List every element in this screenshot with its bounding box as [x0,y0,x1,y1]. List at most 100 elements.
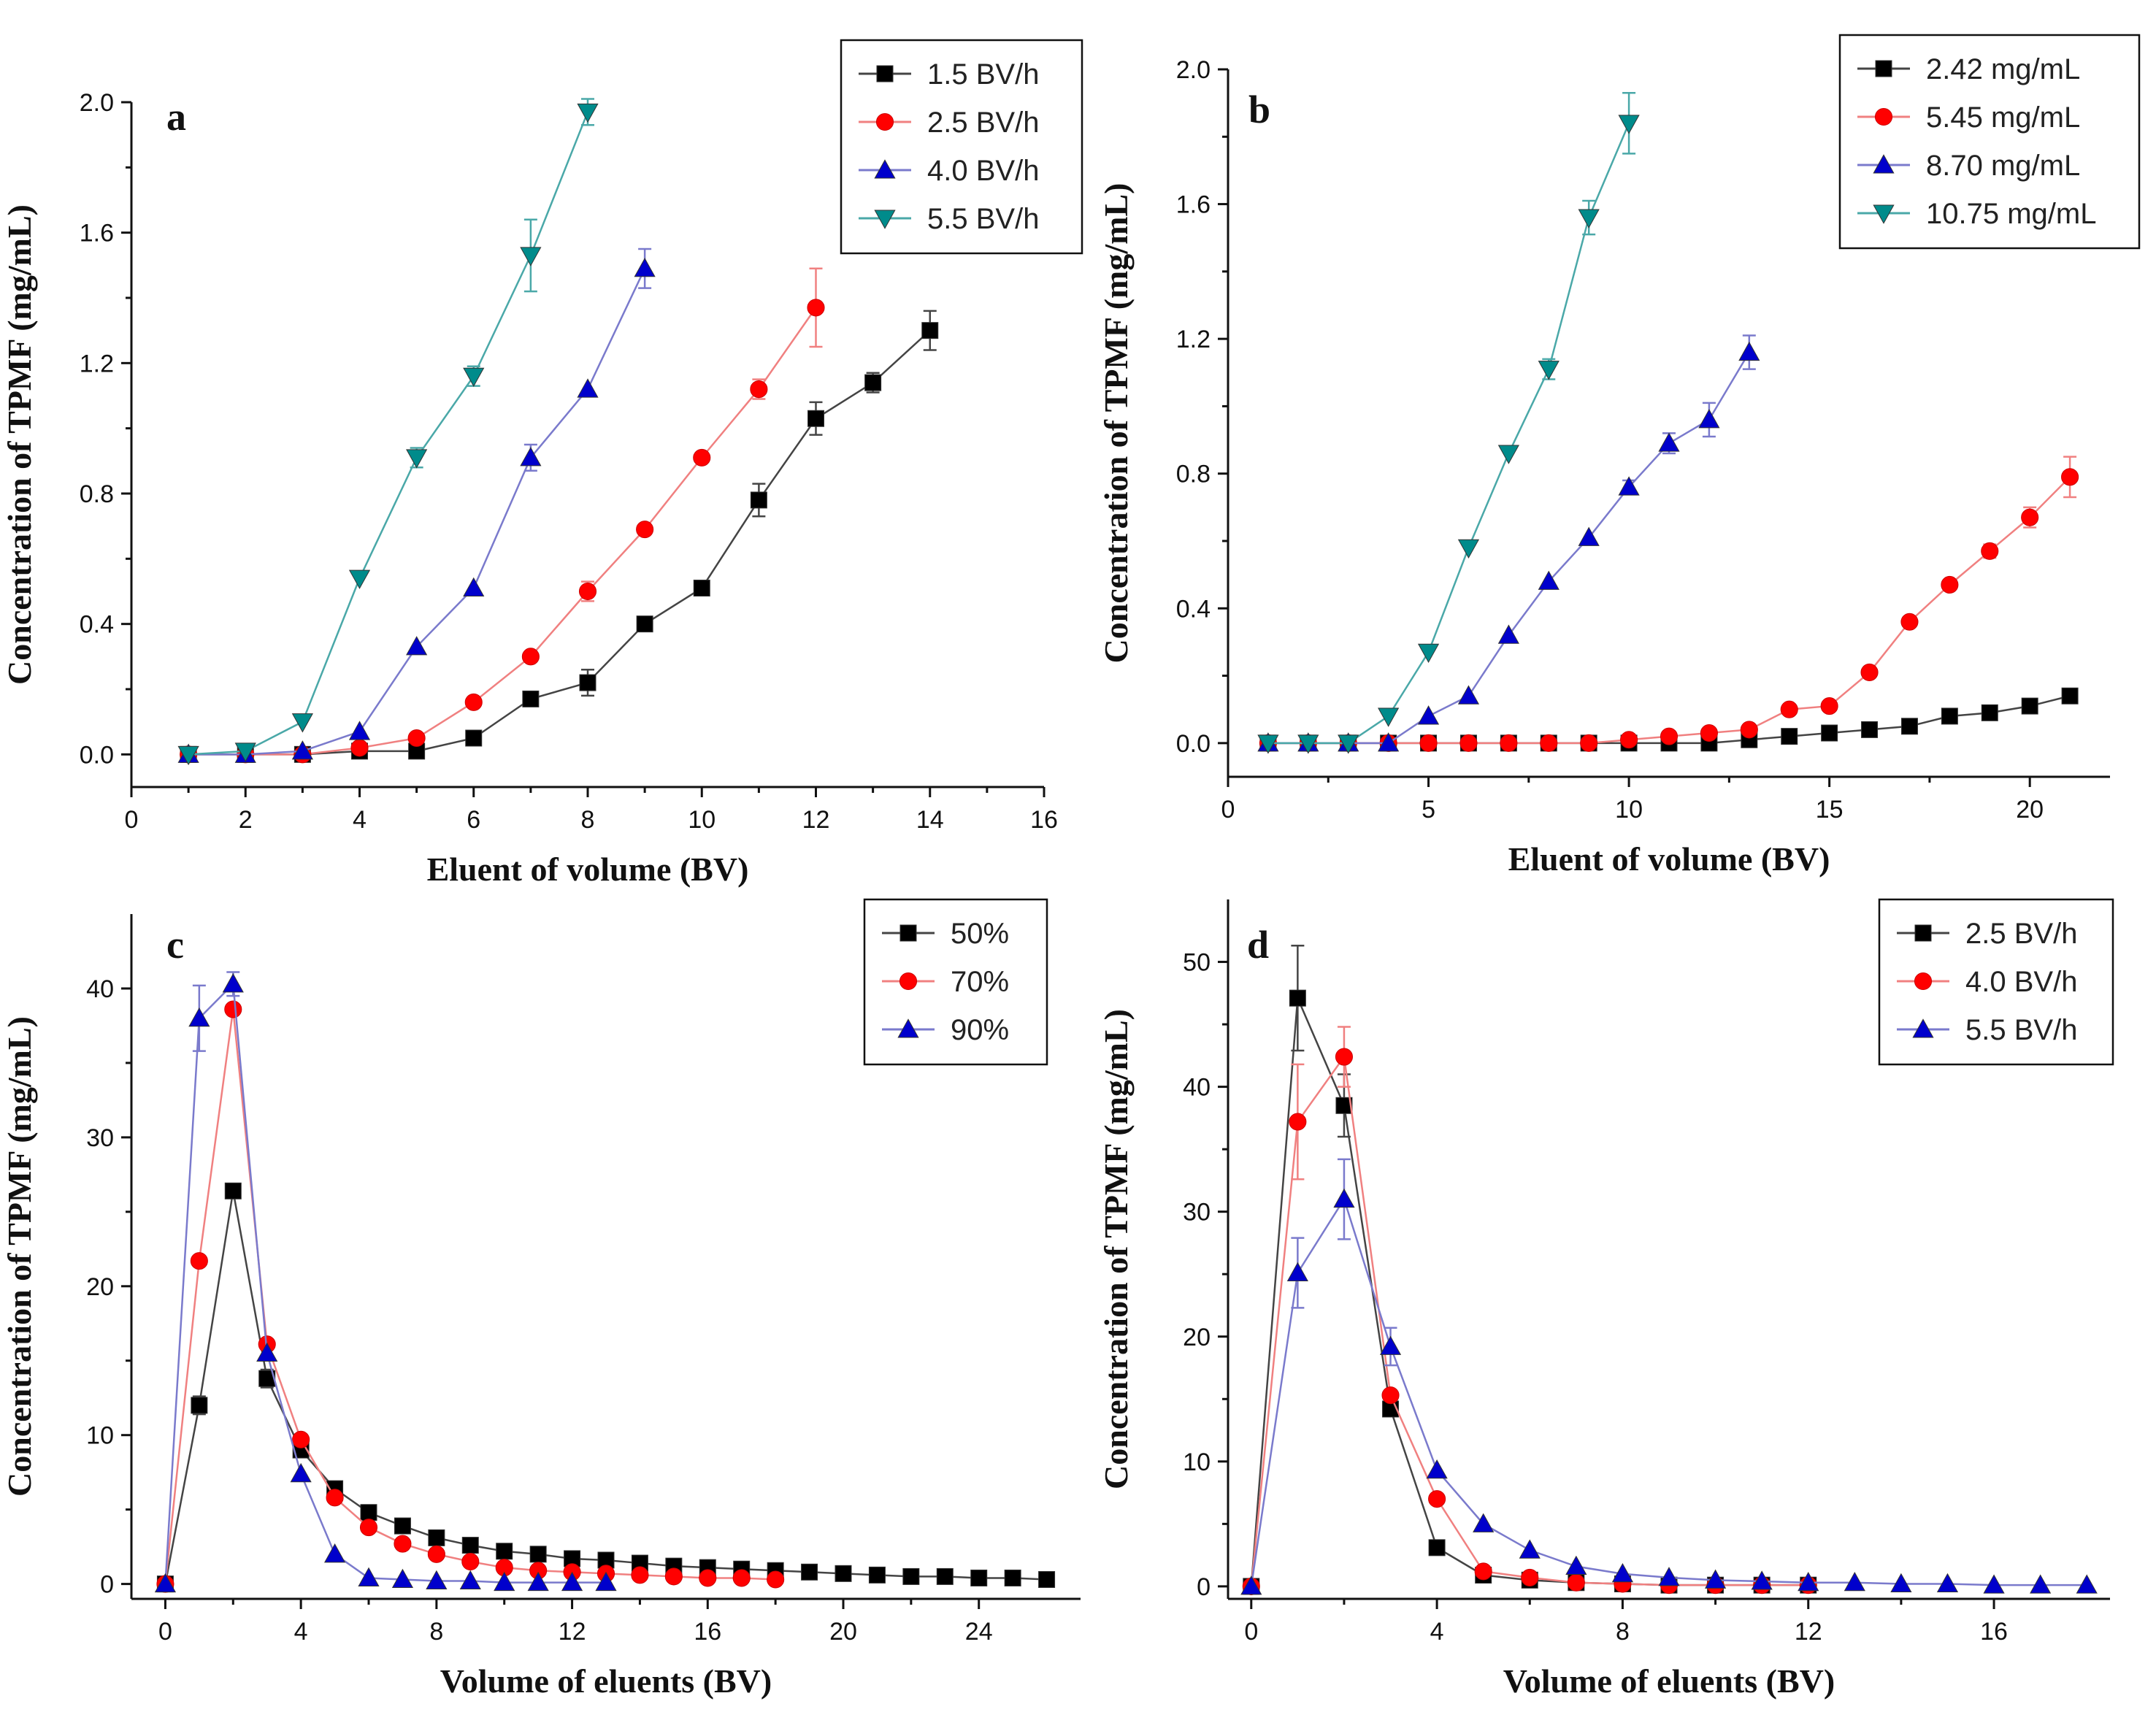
x-tick-label: 20 [2016,796,2044,824]
data-point [1378,707,1400,727]
data-point [578,582,597,601]
y-tick-label: 0.0 [80,741,114,769]
data-point [348,721,371,740]
data-point [1941,575,1959,594]
y-tick-label: 0.4 [1176,595,1211,623]
data-point [1751,1570,1773,1590]
data-point [1660,727,1679,745]
legend: 50% 70% 90% [863,898,1048,1066]
data-point [224,1000,242,1018]
data-point [1417,643,1440,664]
legend-marker [899,924,917,942]
data-point [2061,687,2079,705]
x-tick-label: 6 [467,806,480,834]
legend-label: 50% [951,918,1009,950]
y-tick-label: 0.8 [80,480,114,508]
data-point [465,729,483,747]
x-tick-label: 4 [294,1618,308,1646]
data-point [394,1535,412,1553]
data-point [767,1570,785,1589]
data-point [290,1462,312,1483]
y-tick-label: 0.4 [80,611,114,639]
x-tick-label: 24 [965,1618,993,1646]
data-point [1473,1513,1495,1532]
data-point [1658,1567,1680,1586]
data-point [1497,445,1519,464]
y-tick-label: 1.6 [80,220,114,247]
data-point [2021,508,2039,526]
y-tick-label: 2.0 [1176,56,1211,84]
data-point [1611,1563,1634,1583]
x-tick-label: 14 [916,806,944,834]
data-point [1428,1490,1446,1508]
legend-marker [1912,1018,1934,1038]
data-point [577,103,599,123]
data-point [427,1545,445,1563]
y-axis-title: Concentration of TPMF (mg/mL) [1097,183,1135,664]
x-axis-title: Volume of eluents (BV) [1503,1662,1835,1700]
data-point [1417,705,1440,725]
x-tick-label: 0 [125,806,139,834]
data-point [1257,734,1279,754]
chart-panel-d: 0 4 8 12 16 0 10 20 30 40 50 Volume of eluents (BV)… [1097,898,2114,1700]
y-tick-label: 0 [100,1571,114,1599]
data-point [1900,718,1918,735]
data-point [807,299,825,317]
legend-label: 10.75 mg/mL [1926,198,2096,230]
y-tick-label: 0 [1197,1573,1211,1601]
data-point [1379,1335,1402,1355]
y-tick-label: 2.0 [80,89,114,117]
data-point [1474,1562,1492,1581]
y-axis-title: Concentration of TPMF (mg/mL) [1097,1009,1135,1489]
x-tick-label: 8 [429,1618,443,1646]
data-point [461,1552,480,1571]
x-tick-label: 8 [581,806,595,834]
data-point [1540,734,1558,752]
x-tick-label: 0 [158,1618,172,1646]
data-point [428,1529,445,1546]
data-point [634,258,656,277]
legend-marker [874,159,896,179]
data-point [222,973,244,993]
legend-label: 5.45 mg/mL [1926,101,2080,134]
chart-panel-b: 0 5 10 15 20 0.0 0.4 0.8 1.2 1.6 2.0 Eluent of volu… [1097,34,2141,878]
legend-marker [897,1018,919,1038]
data-point [520,247,542,266]
panel-label: a [166,95,186,139]
legend-marker [1874,107,1893,126]
data-point [234,742,256,762]
data-point [1457,685,1480,705]
data-point [2021,697,2038,715]
y-tick-label: 30 [86,1124,114,1152]
legend-marker [1914,924,1932,942]
series-line [188,307,817,756]
panel-label: c [166,923,184,967]
data-point [1890,1573,1912,1592]
panel-label: b [1248,88,1270,131]
data-point [1297,734,1319,754]
data-point [921,322,939,339]
y-tick-label: 1.2 [80,350,114,377]
data-point [529,1546,547,1563]
data-point [394,1517,411,1535]
data-point [868,1566,886,1584]
data-point [1378,732,1400,752]
series-line [188,111,589,756]
data-point [1538,361,1560,380]
data-point [807,410,824,427]
data-point [636,615,653,633]
legend-marker [875,112,894,131]
data-point [936,1567,954,1585]
data-point [970,1569,988,1586]
data-point [750,380,768,399]
data-point [1844,1571,1865,1592]
data-point [577,378,599,398]
legend-marker [1873,154,1895,174]
x-axis-title: Eluent of volume (BV) [427,851,749,888]
data-point [1457,539,1480,559]
data-point [664,1567,683,1586]
chart-panel-c: 0 4 8 12 16 20 24 0 10 20 30 40 Volume of eluents (B… [1,898,1081,1700]
data-point [636,521,654,539]
